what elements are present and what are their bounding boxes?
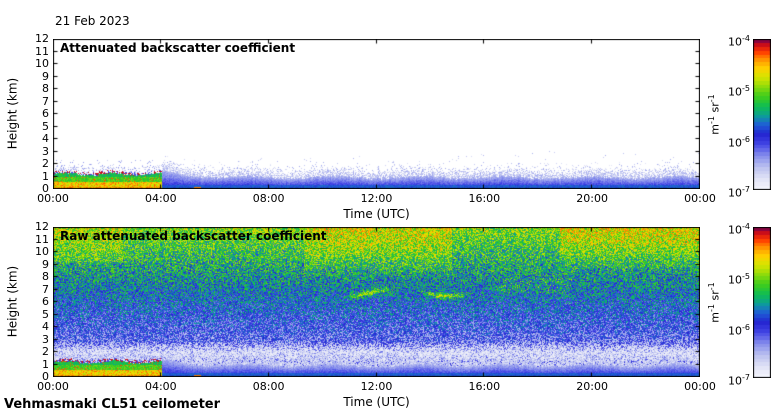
y-tick-label: 10 bbox=[35, 245, 49, 258]
y-tick-label: 6 bbox=[42, 107, 49, 120]
date-label: 21 Feb 2023 bbox=[55, 14, 130, 28]
y-tick-label: 2 bbox=[42, 345, 49, 358]
raw-colorbar bbox=[753, 227, 771, 378]
colorbar-tick-label: 10-7 bbox=[728, 185, 750, 200]
y-tick-label: 10 bbox=[35, 57, 49, 70]
y-tick-label: 4 bbox=[42, 320, 49, 333]
attenuated-panel: Attenuated backscatter coefficient bbox=[53, 39, 700, 189]
x-tick-label: 04:00 bbox=[144, 380, 177, 393]
raw-heatmap-canvas bbox=[53, 227, 700, 377]
y-tick-label: 11 bbox=[35, 44, 49, 58]
y-tick-label: 1 bbox=[42, 169, 49, 183]
raw-panel-title: Raw attenuated backscatter coefficient bbox=[60, 229, 327, 243]
y-tick-label: 0 bbox=[42, 182, 49, 195]
y-tick-label: 8 bbox=[42, 82, 49, 95]
x-axis-label: Time (UTC) bbox=[343, 395, 410, 409]
y-tick-label: 7 bbox=[42, 94, 49, 108]
colorbar-tick-label: 10-5 bbox=[728, 84, 750, 99]
y-tick-label: 4 bbox=[42, 132, 49, 145]
colorbar-unit-label: m-1 sr-1 bbox=[706, 94, 722, 135]
y-tick-label: 11 bbox=[35, 232, 49, 246]
colorbar-tick-label: 10-6 bbox=[728, 134, 750, 150]
y-tick-label: 5 bbox=[42, 119, 49, 133]
x-axis-label: Time (UTC) bbox=[343, 207, 410, 221]
y-tick-label: 7 bbox=[42, 282, 49, 296]
attenuated-heatmap-canvas bbox=[53, 39, 700, 189]
x-tick-label: 12:00 bbox=[360, 192, 393, 205]
y-axis-label: Height (km) bbox=[5, 265, 20, 338]
y-tick-label: 6 bbox=[42, 295, 49, 308]
y-tick-label: 2 bbox=[42, 157, 49, 170]
x-tick-label: 20:00 bbox=[576, 380, 609, 393]
instrument-label: Vehmasmaki CL51 ceilometer bbox=[4, 397, 221, 412]
x-tick-label: 08:00 bbox=[252, 192, 285, 205]
colorbar-unit-label: m-1 sr-1 bbox=[706, 282, 722, 323]
colorbar-tick-label: 10-5 bbox=[728, 272, 750, 287]
x-tick-label: 00:00 bbox=[37, 380, 69, 393]
colorbar-tick-label: 10-4 bbox=[728, 34, 750, 49]
y-tick-label: 12 bbox=[35, 32, 49, 45]
x-tick-label: 16:00 bbox=[468, 380, 501, 393]
colorbar-tick-label: 10-4 bbox=[728, 222, 750, 237]
y-tick-label: 3 bbox=[42, 332, 49, 346]
y-tick-label: 1 bbox=[42, 357, 49, 371]
y-tick-label: 8 bbox=[42, 270, 49, 283]
y-tick-label: 5 bbox=[42, 307, 49, 321]
x-tick-label: 00:00 bbox=[37, 192, 69, 205]
x-tick-label: 08:00 bbox=[252, 380, 285, 393]
x-tick-label: 00:00 bbox=[684, 380, 716, 393]
attenuated-panel-title: Attenuated backscatter coefficient bbox=[60, 41, 296, 55]
x-tick-label: 00:00 bbox=[684, 192, 716, 205]
y-tick-label: 9 bbox=[42, 69, 49, 83]
y-tick-label: 12 bbox=[35, 220, 49, 233]
raw-panel: Raw attenuated backscatter coefficient bbox=[53, 227, 700, 377]
x-tick-label: 12:00 bbox=[360, 380, 393, 393]
x-tick-label: 16:00 bbox=[468, 192, 501, 205]
y-tick-label: 9 bbox=[42, 257, 49, 271]
y-tick-label: 3 bbox=[42, 144, 49, 158]
y-axis-label: Height (km) bbox=[5, 77, 20, 150]
y-tick-label: 0 bbox=[42, 370, 49, 383]
colorbar-tick-label: 10-7 bbox=[728, 373, 750, 388]
x-tick-label: 20:00 bbox=[576, 192, 609, 205]
colorbar-tick-label: 10-6 bbox=[728, 322, 750, 338]
attenuated-colorbar bbox=[753, 39, 771, 190]
x-tick-label: 04:00 bbox=[144, 192, 177, 205]
